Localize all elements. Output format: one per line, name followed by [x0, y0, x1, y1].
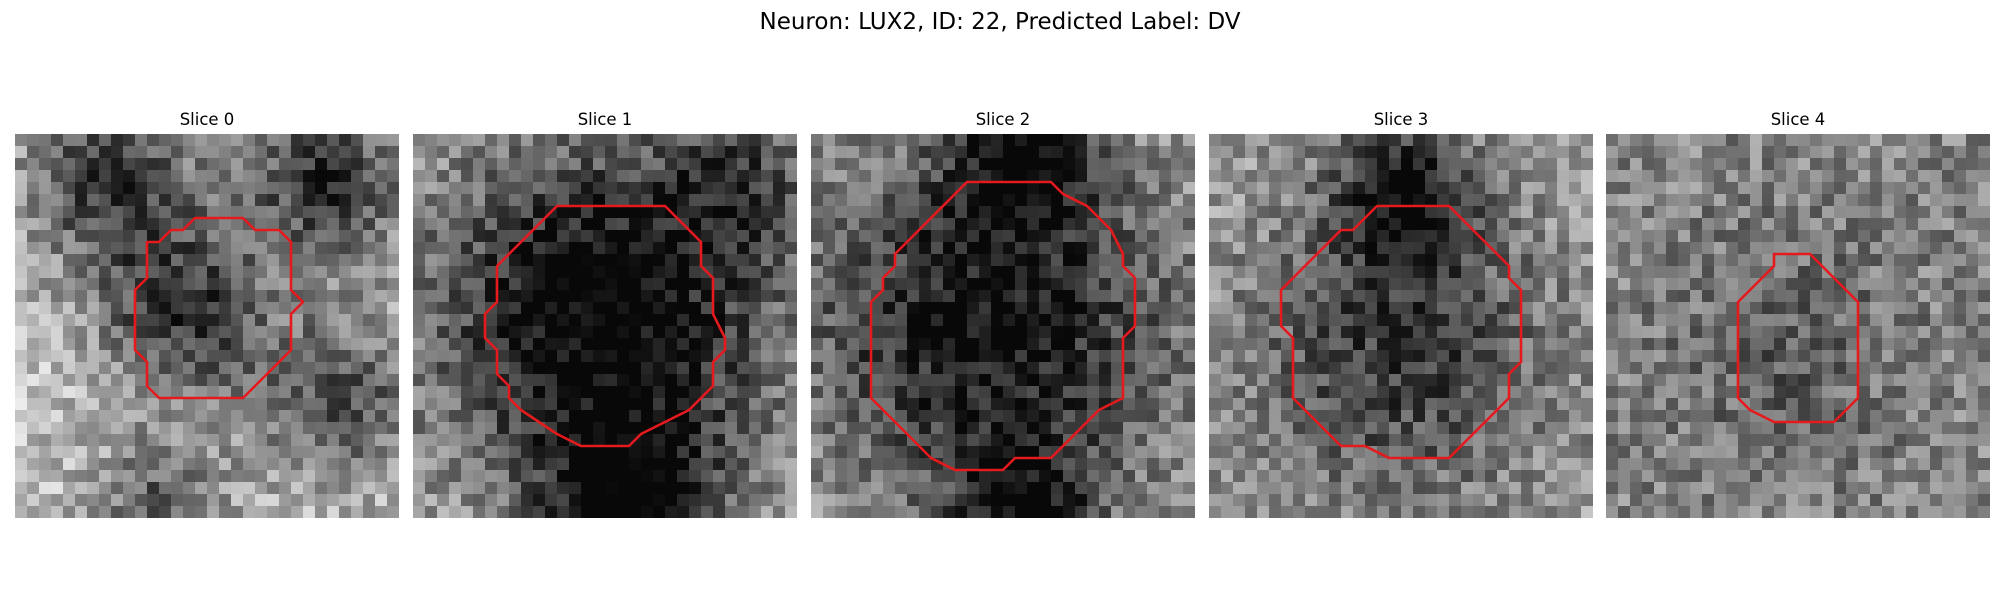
slice-contour-4 [1736, 252, 1860, 424]
slice-panel-1: Slice 1 [413, 108, 797, 518]
slice-image-2 [811, 134, 1195, 518]
slice-contour-2 [869, 180, 1137, 472]
slice-title-3: Slice 3 [1373, 110, 1429, 129]
slice-contour-3 [1279, 204, 1523, 460]
slice-image-0 [15, 134, 399, 518]
slice-title-0: Slice 0 [179, 110, 235, 129]
roi-contour-line [133, 216, 305, 400]
roi-contour-line [1736, 252, 1860, 424]
slice-image-3 [1209, 134, 1593, 518]
roi-contour-line [869, 180, 1137, 472]
slice-panel-0: Slice 0 [15, 108, 399, 518]
slice-panel-2: Slice 2 [811, 108, 1195, 518]
slice-image-1 [413, 134, 797, 518]
slice-panel-4: Slice 4 [1606, 108, 1990, 518]
slice-contour-1 [483, 204, 727, 448]
slice-title-1: Slice 1 [577, 110, 633, 129]
roi-contour-line [483, 204, 727, 448]
slice-contour-0 [133, 216, 305, 400]
slice-title-4: Slice 4 [1770, 110, 1826, 129]
slice-image-4 [1606, 134, 1990, 518]
slice-panel-3: Slice 3 [1209, 108, 1593, 518]
slice-title-2: Slice 2 [975, 110, 1031, 129]
figure-title: Neuron: LUX2, ID: 22, Predicted Label: D… [759, 9, 1241, 35]
roi-contour-line [1279, 204, 1523, 460]
